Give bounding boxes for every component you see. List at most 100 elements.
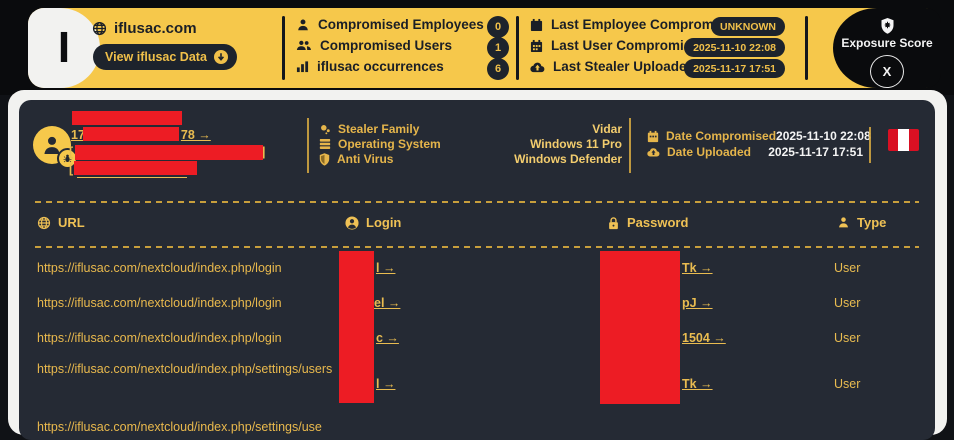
table-row-url[interactable]: https://iflusac.com/nextcloud/index.php/… bbox=[37, 331, 282, 345]
redaction-block-login-column bbox=[339, 251, 374, 403]
person-icon bbox=[837, 216, 850, 229]
calendar-icon bbox=[530, 18, 543, 32]
stat-compromised-users: Compromised Users bbox=[296, 38, 452, 53]
view-data-button-label: View iflusac Data bbox=[105, 50, 207, 64]
users-icon bbox=[296, 39, 312, 52]
type-cell: User bbox=[834, 296, 861, 310]
login-link[interactable]: el → bbox=[374, 296, 401, 310]
kv-label: Anti Virus bbox=[337, 152, 394, 166]
identity-line-3: [] bbox=[69, 145, 265, 159]
kv-value: Windows Defender bbox=[514, 152, 622, 166]
stat-last-employee-compromised: Last Employee Compromised bbox=[530, 17, 741, 32]
redaction-block-password-column bbox=[600, 251, 680, 404]
identity-line-4[interactable]: [ bbox=[69, 162, 73, 176]
avatar bbox=[33, 126, 71, 164]
stat-label: iflusac occurrences bbox=[317, 59, 444, 74]
calendar-icon bbox=[647, 130, 659, 143]
exposure-score-label: Exposure Score bbox=[841, 36, 933, 50]
globe-icon bbox=[92, 21, 107, 36]
kv-value: Vidar bbox=[592, 122, 622, 136]
column-header-url: URL bbox=[37, 215, 85, 230]
bug-badge-icon bbox=[57, 148, 78, 169]
bracket-open: [ bbox=[69, 162, 74, 176]
occurrences-chart-icon bbox=[296, 60, 309, 73]
stat-label: Last User Compromised bbox=[551, 38, 708, 53]
date-uploaded-row: Date Uploaded 2025-11-17 17:51 bbox=[647, 145, 863, 159]
stat-label: Compromised Employees bbox=[318, 17, 484, 32]
kv-label: Date Uploaded bbox=[667, 145, 752, 159]
shield-virus-icon bbox=[880, 18, 895, 34]
stealer-record-card: 17 78 → [] [ Stealer Family Vidar Operati… bbox=[19, 100, 935, 440]
domain-name: iflusac.com bbox=[114, 20, 197, 37]
table-row-url[interactable]: https://iflusac.com/nextcloud/index.php/… bbox=[37, 296, 282, 310]
peru-flag bbox=[888, 129, 919, 151]
login-link[interactable]: l → bbox=[376, 261, 396, 275]
ip-address-link[interactable]: 17 78 → bbox=[71, 128, 211, 142]
logo-letter: I bbox=[57, 23, 71, 72]
date-compromised-row: Date Compromised 2025-11-10 22:08 bbox=[647, 129, 871, 143]
password-link[interactable]: Tk → bbox=[682, 261, 713, 275]
stat-label: Compromised Users bbox=[320, 38, 453, 53]
stat-compromised-employees: Compromised Employees bbox=[296, 17, 484, 32]
calendar-icon bbox=[530, 39, 543, 53]
header-divider bbox=[516, 16, 519, 80]
password-link[interactable]: pJ → bbox=[682, 296, 713, 310]
type-cell: User bbox=[834, 377, 861, 391]
table-row-url[interactable]: https://iflusac.com/nextcloud/index.php/… bbox=[37, 362, 333, 376]
stat-badge-occurrences: 6 bbox=[487, 58, 509, 80]
view-data-button[interactable]: View iflusac Data bbox=[93, 44, 237, 70]
employee-icon bbox=[296, 18, 310, 32]
type-cell: User bbox=[834, 331, 861, 345]
person-icon bbox=[41, 134, 63, 156]
kv-value: 2025-11-10 22:08 bbox=[776, 129, 871, 143]
column-header-label: Type bbox=[857, 215, 887, 230]
section-divider bbox=[629, 118, 631, 173]
anti-virus-row: Anti Virus Windows Defender bbox=[319, 152, 622, 166]
column-header-password: Password bbox=[607, 215, 688, 230]
stat-label: Last Employee Compromised bbox=[551, 17, 741, 32]
login-link[interactable]: l → bbox=[376, 377, 396, 391]
kv-label: Stealer Family bbox=[338, 122, 420, 136]
company-logo: I bbox=[28, 8, 100, 88]
exposure-score-value: X bbox=[870, 55, 904, 88]
header-divider bbox=[282, 16, 285, 80]
login-link[interactable]: c → bbox=[376, 331, 399, 345]
column-header-label: Password bbox=[627, 215, 689, 230]
table-separator bbox=[35, 246, 919, 248]
bracket-open: [ bbox=[69, 145, 74, 159]
kv-label: Operating System bbox=[338, 137, 441, 151]
lock-icon bbox=[607, 216, 620, 230]
user-circle-icon bbox=[345, 215, 359, 230]
exposure-score-panel: Exposure Score X bbox=[833, 8, 941, 88]
stat-last-user-compromised: Last User Compromised bbox=[530, 38, 707, 53]
globe-icon bbox=[37, 216, 51, 230]
domain-row: iflusac.com bbox=[92, 20, 197, 37]
antivirus-shield-icon bbox=[319, 152, 330, 166]
os-stack-icon bbox=[319, 138, 331, 150]
stealer-family-icon bbox=[319, 123, 331, 135]
table-row-url[interactable]: https://iflusac.com/nextcloud/index.php/… bbox=[37, 261, 282, 275]
kv-value: 2025-11-17 17:51 bbox=[768, 145, 863, 159]
kv-value: Windows 11 Pro bbox=[530, 137, 622, 151]
password-link[interactable]: 1504 → bbox=[682, 331, 726, 345]
table-row-url[interactable]: https://iflusac.com/nextcloud/index.php/… bbox=[37, 420, 322, 434]
badge-last-employee: UNKNOWN bbox=[711, 17, 785, 36]
operating-system-row: Operating System Windows 11 Pro bbox=[319, 137, 622, 151]
ip-suffix: 78 → bbox=[180, 128, 211, 142]
column-header-label: URL bbox=[58, 215, 85, 230]
stat-label: Last Stealer Uploaded bbox=[553, 59, 695, 74]
stat-badge-users: 1 bbox=[487, 37, 509, 59]
password-link[interactable]: Tk → bbox=[682, 377, 713, 391]
section-divider bbox=[307, 118, 309, 173]
download-circle-icon bbox=[213, 50, 228, 64]
section-divider bbox=[869, 127, 871, 163]
column-header-type: Type bbox=[837, 215, 886, 230]
bracket-close: ] bbox=[261, 145, 266, 159]
type-cell: User bbox=[834, 261, 861, 275]
stat-occurrences: iflusac occurrences bbox=[296, 59, 444, 74]
kv-label: Date Compromised bbox=[666, 129, 777, 143]
badge-last-stealer: 2025-11-17 17:51 bbox=[684, 59, 785, 78]
redaction-block bbox=[74, 161, 197, 175]
redaction-block bbox=[83, 127, 179, 141]
ip-prefix: 17 bbox=[71, 128, 85, 142]
